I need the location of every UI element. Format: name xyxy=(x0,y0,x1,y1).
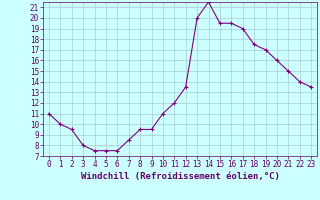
X-axis label: Windchill (Refroidissement éolien,°C): Windchill (Refroidissement éolien,°C) xyxy=(81,172,279,181)
